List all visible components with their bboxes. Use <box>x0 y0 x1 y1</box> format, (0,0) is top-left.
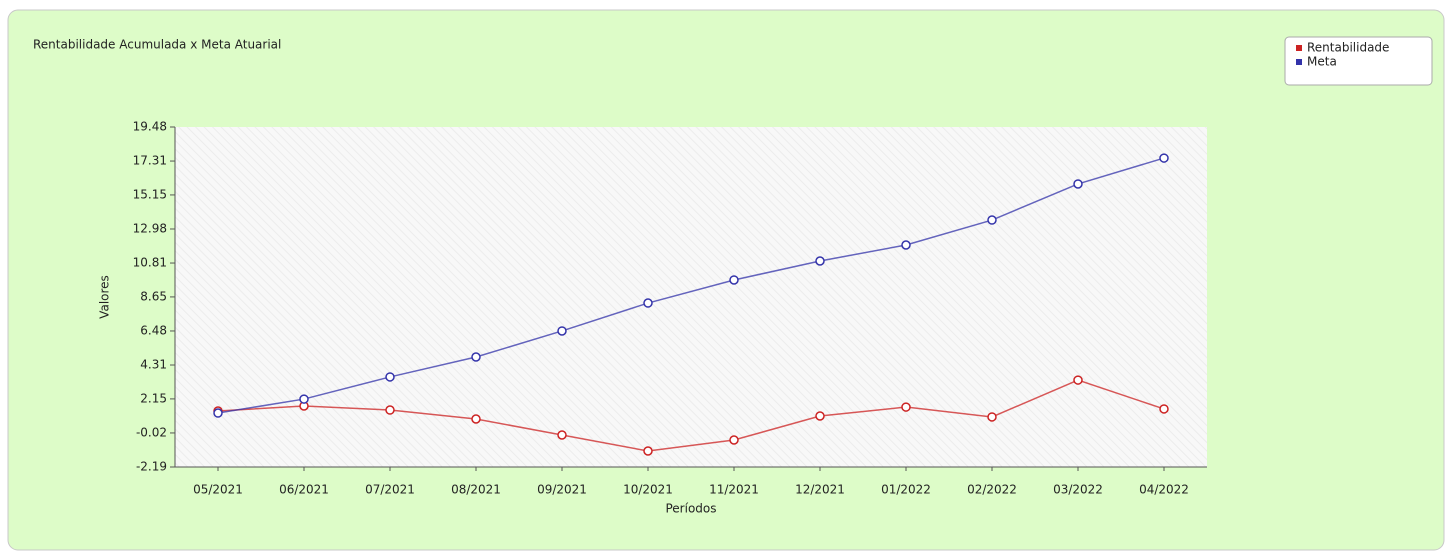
y-tick-label: 10.81 <box>133 256 167 270</box>
series-line <box>217 157 1165 414</box>
data-point <box>471 352 481 362</box>
legend-label: Meta <box>1307 55 1337 69</box>
x-tick-label: 09/2021 <box>537 483 587 497</box>
data-point <box>729 275 739 285</box>
x-tick-label: 10/2021 <box>623 483 673 497</box>
data-point <box>385 405 395 415</box>
data-point <box>1073 375 1083 385</box>
data-point <box>643 298 653 308</box>
y-tick-label: 19.48 <box>133 120 167 134</box>
chart-title: Rentabilidade Acumulada x Meta Atuarial <box>33 38 281 52</box>
y-tick-label: 2.15 <box>140 391 167 405</box>
legend <box>1284 36 1433 86</box>
x-tick-label: 08/2021 <box>451 483 501 497</box>
data-point <box>385 372 395 382</box>
y-tick-label: 12.98 <box>133 221 167 235</box>
x-tick-label: 05/2021 <box>193 483 243 497</box>
x-tick-label: 04/2022 <box>1139 483 1189 497</box>
legend-swatch <box>1296 45 1302 51</box>
data-point <box>299 394 309 404</box>
y-tick-label: 6.48 <box>140 323 167 337</box>
y-tick-label: -2.19 <box>136 460 167 474</box>
data-point <box>557 326 567 336</box>
data-point <box>643 446 653 456</box>
x-tick-label: 07/2021 <box>365 483 415 497</box>
data-point <box>1073 179 1083 189</box>
x-tick-label: 02/2022 <box>967 483 1017 497</box>
data-point <box>729 435 739 445</box>
x-tick-label: 01/2022 <box>881 483 931 497</box>
legend-swatch <box>1296 59 1302 65</box>
data-point <box>557 430 567 440</box>
data-point <box>213 408 223 418</box>
y-tick-label: 15.15 <box>133 187 167 201</box>
x-tick-label: 12/2021 <box>795 483 845 497</box>
data-point <box>1159 153 1169 163</box>
data-point <box>1159 404 1169 414</box>
legend-label: Rentabilidade <box>1307 41 1389 55</box>
plot-area <box>175 127 1207 467</box>
x-tick-label: 06/2021 <box>279 483 329 497</box>
y-tick-label: 17.31 <box>133 154 167 168</box>
x-tick-label: 11/2021 <box>709 483 759 497</box>
series-line <box>217 379 1165 452</box>
data-point <box>987 215 997 225</box>
x-axis-label: Períodos <box>665 502 716 516</box>
y-tick-label: -0.02 <box>136 425 167 439</box>
y-tick-label: 8.65 <box>140 289 167 303</box>
data-point <box>471 414 481 424</box>
data-point <box>987 412 997 422</box>
data-point <box>901 240 911 250</box>
data-point <box>815 411 825 421</box>
y-tick-label: 4.31 <box>140 358 167 372</box>
x-tick-label: 03/2022 <box>1053 483 1103 497</box>
data-point <box>815 256 825 266</box>
data-point <box>901 402 911 412</box>
y-axis-label: Valores <box>98 275 112 319</box>
